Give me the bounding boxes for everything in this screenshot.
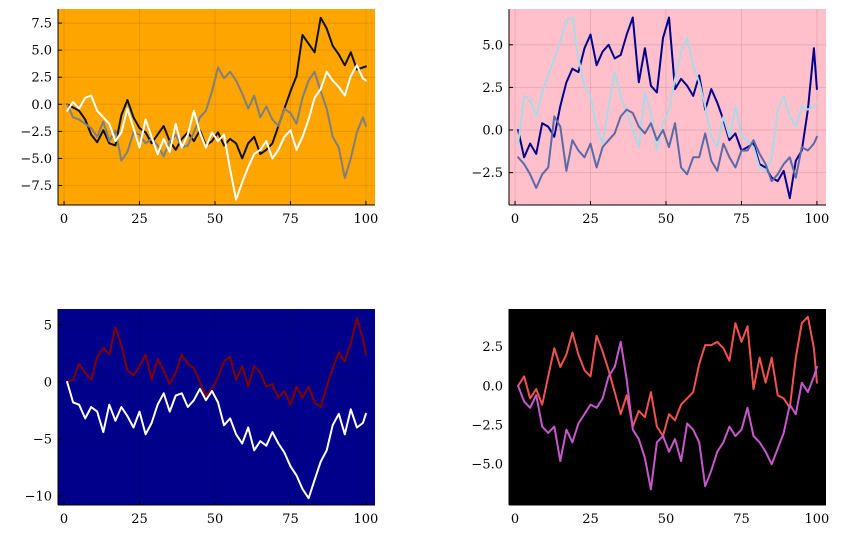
plot-background xyxy=(509,9,826,205)
x-tick-label: 75 xyxy=(733,212,750,227)
series-line-1 xyxy=(66,317,367,408)
subplot-1: 0 25 50 75 100 −7.5 −5.0 −2.5 0.0 2.5 5.0 7.5 xyxy=(20,9,378,227)
y-tick-label: −5.0 xyxy=(20,152,52,167)
x-tick-label: 100 xyxy=(354,212,379,227)
series-line-2 xyxy=(66,66,367,179)
y-tick-label: 2.5 xyxy=(482,340,503,355)
y-tick-label: 0.0 xyxy=(31,98,52,113)
x-tick-label: 75 xyxy=(282,212,299,227)
series-line-2 xyxy=(517,16,818,172)
x-tick-label: 100 xyxy=(805,212,830,227)
y-tick-label: 0.0 xyxy=(482,379,503,394)
y-tick-label: −2.5 xyxy=(471,419,503,434)
x-tick-label: 0 xyxy=(511,212,519,227)
y-tick-label: 5 xyxy=(44,318,52,333)
y-tick-label: 5.0 xyxy=(31,44,52,59)
y-tick-label: −10 xyxy=(25,489,52,504)
x-tick-label: 0 xyxy=(60,512,68,527)
plot-background xyxy=(58,9,375,205)
series-line-3 xyxy=(66,64,367,201)
y-tick-label: 0.0 xyxy=(482,124,503,139)
y-tick-label: 2.5 xyxy=(482,81,503,96)
y-tick-label: 7.5 xyxy=(31,17,52,32)
series-line-3 xyxy=(517,108,818,189)
y-tick-label: −5.0 xyxy=(471,458,503,473)
x-tick-label: 25 xyxy=(131,212,148,227)
x-tick-label: 75 xyxy=(282,512,299,527)
y-tick-label: 5.0 xyxy=(482,38,503,53)
y-tick-label: 2.5 xyxy=(31,71,52,86)
x-tick-label: 50 xyxy=(658,212,675,227)
x-tick-label: 50 xyxy=(658,512,675,527)
y-tick-label: −2.5 xyxy=(20,125,52,140)
x-tick-label: 50 xyxy=(207,212,224,227)
y-tick-label: −5 xyxy=(33,432,52,447)
x-tick-label: 0 xyxy=(511,512,519,527)
x-tick-label: 100 xyxy=(354,512,379,527)
x-tick-label: 25 xyxy=(131,512,148,527)
y-tick-label: 0 xyxy=(44,375,52,390)
x-tick-label: 100 xyxy=(805,512,830,527)
series-line-2 xyxy=(517,340,818,491)
plot-background xyxy=(58,309,375,505)
x-tick-label: 25 xyxy=(582,212,599,227)
x-tick-label: 75 xyxy=(733,512,750,527)
y-tick-label: −2.5 xyxy=(471,166,503,181)
plot-background xyxy=(509,309,826,505)
x-tick-label: 50 xyxy=(207,512,224,527)
series-line-1 xyxy=(517,315,818,437)
subplot-4: 0 25 50 75 100 −5.0 −2.5 0.0 2.5 xyxy=(471,309,829,527)
x-tick-label: 0 xyxy=(60,212,68,227)
subplot-3: 0 25 50 75 100 −10 −5 0 5 xyxy=(25,309,379,527)
x-tick-label: 25 xyxy=(582,512,599,527)
subplot-2: 0 25 50 75 100 −2.5 0.0 2.5 5.0 xyxy=(471,9,829,227)
series-line-2 xyxy=(66,380,367,500)
y-tick-label: −7.5 xyxy=(20,179,52,194)
